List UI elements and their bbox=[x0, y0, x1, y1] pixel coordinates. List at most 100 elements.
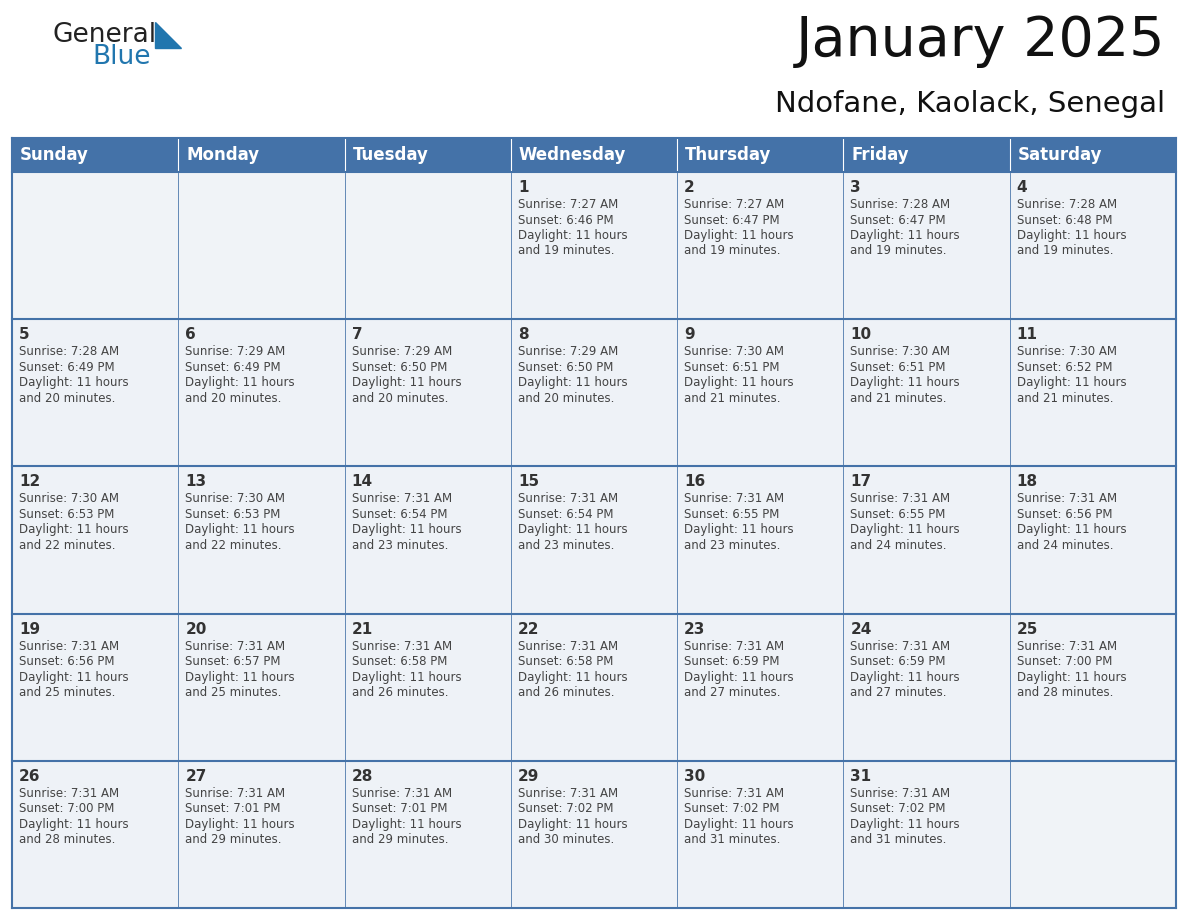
Text: 23: 23 bbox=[684, 621, 706, 636]
Text: 3: 3 bbox=[851, 180, 861, 195]
Text: 19: 19 bbox=[19, 621, 40, 636]
FancyBboxPatch shape bbox=[12, 466, 178, 613]
Text: Sunrise: 7:30 AM: Sunrise: 7:30 AM bbox=[185, 492, 285, 506]
Text: and 20 minutes.: and 20 minutes. bbox=[19, 392, 115, 405]
FancyBboxPatch shape bbox=[511, 761, 677, 908]
Text: and 23 minutes.: and 23 minutes. bbox=[352, 539, 448, 552]
Text: Sunrise: 7:31 AM: Sunrise: 7:31 AM bbox=[684, 787, 784, 800]
Text: Sunrise: 7:31 AM: Sunrise: 7:31 AM bbox=[684, 492, 784, 506]
FancyBboxPatch shape bbox=[511, 466, 677, 613]
Text: Daylight: 11 hours: Daylight: 11 hours bbox=[684, 818, 794, 831]
Text: 25: 25 bbox=[1017, 621, 1038, 636]
Text: Daylight: 11 hours: Daylight: 11 hours bbox=[352, 376, 461, 389]
Text: 30: 30 bbox=[684, 768, 706, 784]
Text: Sunset: 6:49 PM: Sunset: 6:49 PM bbox=[185, 361, 280, 374]
Text: and 22 minutes.: and 22 minutes. bbox=[19, 539, 115, 552]
FancyBboxPatch shape bbox=[843, 761, 1010, 908]
Text: Sunrise: 7:31 AM: Sunrise: 7:31 AM bbox=[19, 787, 119, 800]
Text: and 31 minutes.: and 31 minutes. bbox=[684, 834, 781, 846]
FancyBboxPatch shape bbox=[511, 319, 677, 466]
FancyBboxPatch shape bbox=[677, 319, 843, 466]
Text: Sunset: 6:55 PM: Sunset: 6:55 PM bbox=[684, 508, 779, 521]
Text: and 28 minutes.: and 28 minutes. bbox=[19, 834, 115, 846]
Text: Sunset: 6:56 PM: Sunset: 6:56 PM bbox=[19, 655, 114, 668]
Text: Sunrise: 7:28 AM: Sunrise: 7:28 AM bbox=[1017, 198, 1117, 211]
Text: Sunrise: 7:31 AM: Sunrise: 7:31 AM bbox=[352, 640, 451, 653]
Text: Daylight: 11 hours: Daylight: 11 hours bbox=[19, 523, 128, 536]
Text: Sunset: 6:58 PM: Sunset: 6:58 PM bbox=[518, 655, 613, 668]
Text: and 21 minutes.: and 21 minutes. bbox=[684, 392, 781, 405]
Text: and 19 minutes.: and 19 minutes. bbox=[851, 244, 947, 258]
Text: Tuesday: Tuesday bbox=[353, 146, 429, 164]
Text: Sunset: 6:47 PM: Sunset: 6:47 PM bbox=[684, 214, 779, 227]
Text: General: General bbox=[52, 22, 156, 48]
FancyBboxPatch shape bbox=[1010, 172, 1176, 319]
Text: 14: 14 bbox=[352, 475, 373, 489]
Text: Sunset: 6:54 PM: Sunset: 6:54 PM bbox=[518, 508, 613, 521]
FancyBboxPatch shape bbox=[511, 613, 677, 761]
Text: Sunset: 6:49 PM: Sunset: 6:49 PM bbox=[19, 361, 114, 374]
Text: Sunrise: 7:28 AM: Sunrise: 7:28 AM bbox=[19, 345, 119, 358]
Text: and 31 minutes.: and 31 minutes. bbox=[851, 834, 947, 846]
Text: Daylight: 11 hours: Daylight: 11 hours bbox=[1017, 376, 1126, 389]
FancyBboxPatch shape bbox=[511, 172, 677, 319]
Text: Sunset: 6:47 PM: Sunset: 6:47 PM bbox=[851, 214, 946, 227]
FancyBboxPatch shape bbox=[178, 613, 345, 761]
Text: Ndofane, Kaolack, Senegal: Ndofane, Kaolack, Senegal bbox=[775, 90, 1165, 118]
Text: Daylight: 11 hours: Daylight: 11 hours bbox=[352, 523, 461, 536]
Text: Sunrise: 7:31 AM: Sunrise: 7:31 AM bbox=[684, 640, 784, 653]
Text: Sunset: 6:58 PM: Sunset: 6:58 PM bbox=[352, 655, 447, 668]
Text: Thursday: Thursday bbox=[685, 146, 771, 164]
Text: Sunrise: 7:31 AM: Sunrise: 7:31 AM bbox=[1017, 492, 1117, 506]
Text: Sunset: 6:55 PM: Sunset: 6:55 PM bbox=[851, 508, 946, 521]
FancyBboxPatch shape bbox=[345, 172, 511, 319]
Text: Sunset: 7:00 PM: Sunset: 7:00 PM bbox=[19, 802, 114, 815]
Text: Sunset: 6:56 PM: Sunset: 6:56 PM bbox=[1017, 508, 1112, 521]
Text: and 30 minutes.: and 30 minutes. bbox=[518, 834, 614, 846]
FancyBboxPatch shape bbox=[1010, 319, 1176, 466]
FancyBboxPatch shape bbox=[12, 613, 178, 761]
Text: and 24 minutes.: and 24 minutes. bbox=[1017, 539, 1113, 552]
Text: Daylight: 11 hours: Daylight: 11 hours bbox=[19, 671, 128, 684]
Text: Sunrise: 7:29 AM: Sunrise: 7:29 AM bbox=[518, 345, 618, 358]
Text: 15: 15 bbox=[518, 475, 539, 489]
Text: Daylight: 11 hours: Daylight: 11 hours bbox=[19, 376, 128, 389]
Text: Daylight: 11 hours: Daylight: 11 hours bbox=[851, 376, 960, 389]
Text: Sunrise: 7:31 AM: Sunrise: 7:31 AM bbox=[851, 787, 950, 800]
Text: Sunset: 6:53 PM: Sunset: 6:53 PM bbox=[185, 508, 280, 521]
FancyBboxPatch shape bbox=[178, 466, 345, 613]
Text: Daylight: 11 hours: Daylight: 11 hours bbox=[185, 523, 295, 536]
Text: Sunrise: 7:31 AM: Sunrise: 7:31 AM bbox=[185, 640, 285, 653]
Text: Daylight: 11 hours: Daylight: 11 hours bbox=[684, 523, 794, 536]
Text: and 24 minutes.: and 24 minutes. bbox=[851, 539, 947, 552]
Text: and 27 minutes.: and 27 minutes. bbox=[684, 686, 781, 700]
Text: Daylight: 11 hours: Daylight: 11 hours bbox=[185, 818, 295, 831]
Text: Sunrise: 7:30 AM: Sunrise: 7:30 AM bbox=[19, 492, 119, 506]
Text: and 23 minutes.: and 23 minutes. bbox=[684, 539, 781, 552]
Text: Sunset: 7:02 PM: Sunset: 7:02 PM bbox=[684, 802, 779, 815]
Text: Sunrise: 7:30 AM: Sunrise: 7:30 AM bbox=[684, 345, 784, 358]
Text: Daylight: 11 hours: Daylight: 11 hours bbox=[1017, 671, 1126, 684]
Text: Daylight: 11 hours: Daylight: 11 hours bbox=[684, 376, 794, 389]
Text: Sunrise: 7:30 AM: Sunrise: 7:30 AM bbox=[851, 345, 950, 358]
Text: 18: 18 bbox=[1017, 475, 1038, 489]
Text: and 21 minutes.: and 21 minutes. bbox=[1017, 392, 1113, 405]
Text: Sunset: 7:02 PM: Sunset: 7:02 PM bbox=[851, 802, 946, 815]
FancyBboxPatch shape bbox=[345, 466, 511, 613]
FancyBboxPatch shape bbox=[1010, 613, 1176, 761]
FancyBboxPatch shape bbox=[178, 319, 345, 466]
Text: Daylight: 11 hours: Daylight: 11 hours bbox=[352, 818, 461, 831]
Text: 12: 12 bbox=[19, 475, 40, 489]
Text: Daylight: 11 hours: Daylight: 11 hours bbox=[518, 671, 627, 684]
Text: Daylight: 11 hours: Daylight: 11 hours bbox=[684, 229, 794, 242]
FancyBboxPatch shape bbox=[677, 761, 843, 908]
Text: and 20 minutes.: and 20 minutes. bbox=[518, 392, 614, 405]
Text: Daylight: 11 hours: Daylight: 11 hours bbox=[518, 229, 627, 242]
Text: 28: 28 bbox=[352, 768, 373, 784]
FancyBboxPatch shape bbox=[1010, 761, 1176, 908]
Text: and 29 minutes.: and 29 minutes. bbox=[185, 834, 282, 846]
Text: Sunrise: 7:31 AM: Sunrise: 7:31 AM bbox=[851, 492, 950, 506]
FancyBboxPatch shape bbox=[12, 319, 178, 466]
Text: Sunrise: 7:27 AM: Sunrise: 7:27 AM bbox=[518, 198, 618, 211]
FancyBboxPatch shape bbox=[178, 172, 345, 319]
